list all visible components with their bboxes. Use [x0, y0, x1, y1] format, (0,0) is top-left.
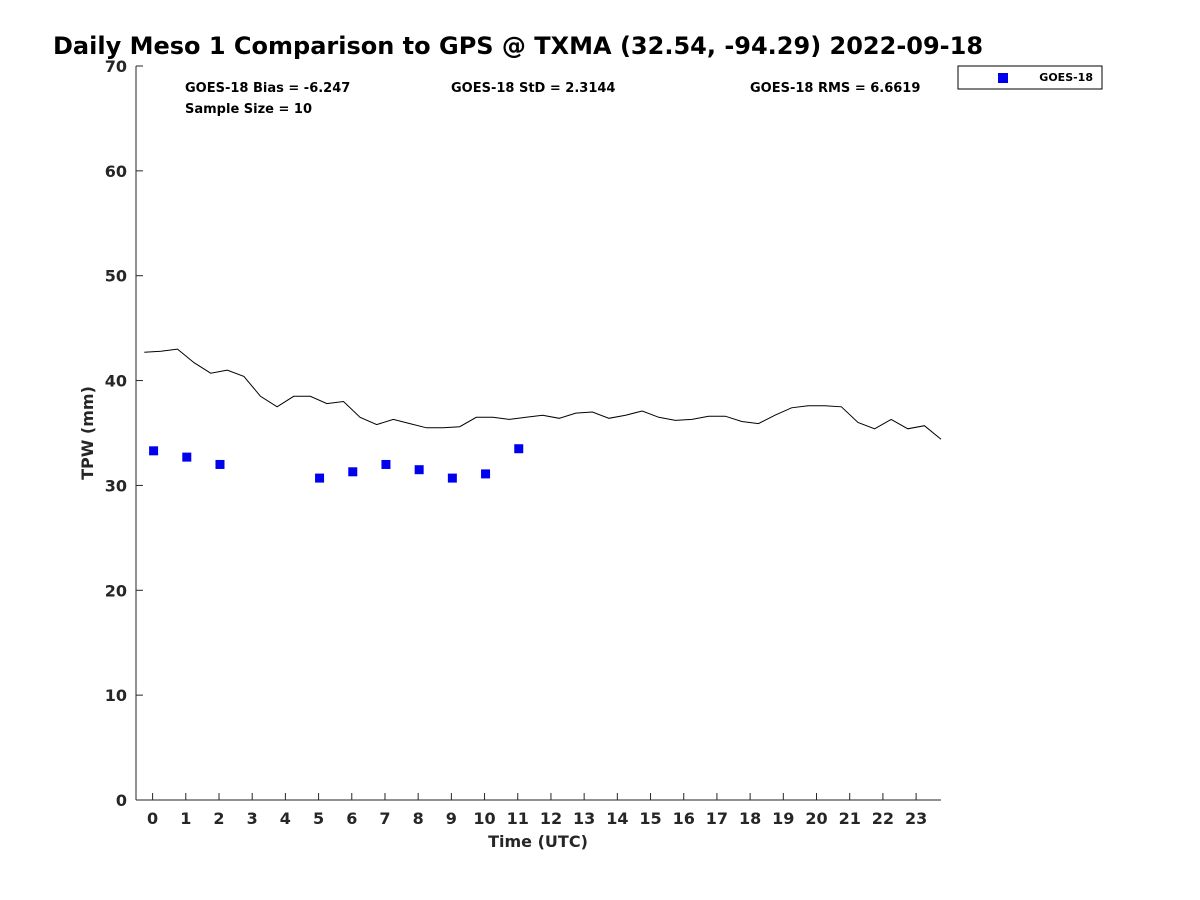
legend-box: [957, 65, 1103, 90]
goes-marker-layer: [149, 444, 524, 483]
x-tick-label: 3: [247, 809, 258, 828]
x-tick-label: 9: [446, 809, 457, 828]
goes-18-point: [315, 473, 325, 483]
legend-label-goes-18: GOES-18: [1039, 71, 1093, 84]
legend-marker-goes-18: [998, 73, 1008, 83]
x-axis-label: Time (UTC): [488, 832, 588, 851]
goes-18-point: [481, 469, 491, 479]
x-tick-label: 1: [180, 809, 191, 828]
y-tick-label: 60: [105, 162, 127, 181]
rms-stat: GOES-18 RMS = 6.6619: [750, 81, 920, 96]
x-tick-label: 21: [839, 809, 861, 828]
y-tick-label: 50: [105, 267, 127, 286]
y-tick-label: 0: [116, 791, 127, 810]
chart-title: Daily Meso 1 Comparison to GPS @ TXMA (3…: [53, 32, 983, 60]
x-tick-label: 2: [213, 809, 224, 828]
goes-18-point: [348, 467, 358, 477]
x-tick-label: 10: [473, 809, 495, 828]
goes-18-point: [182, 452, 192, 462]
y-tick-label: 70: [105, 57, 127, 76]
goes-18-point: [215, 459, 225, 469]
x-tick-label: 16: [673, 809, 695, 828]
x-tick-label: 13: [573, 809, 595, 828]
goes-18-point: [381, 459, 391, 469]
x-tick-label: 17: [706, 809, 728, 828]
y-tick-label: 10: [105, 686, 127, 705]
x-tick-label: 20: [805, 809, 827, 828]
gps-line-layer: [144, 348, 942, 440]
x-tick-label: 5: [313, 809, 324, 828]
y-tick-label: 20: [105, 581, 127, 600]
bias-stat: GOES-18 Bias = -6.247: [185, 81, 350, 96]
x-tick-label: 14: [606, 809, 628, 828]
y-axis-label: TPW (mm): [78, 386, 97, 480]
x-tick-label: 6: [346, 809, 357, 828]
std-stat: GOES-18 StD = 2.3144: [451, 81, 615, 96]
goes-18-point: [447, 473, 457, 483]
gps-line: [144, 348, 942, 440]
x-tick-label: 12: [540, 809, 562, 828]
x-tick-label: 23: [905, 809, 927, 828]
x-tick-label: 4: [280, 809, 291, 828]
goes-18-point: [414, 465, 424, 475]
goes-18-point: [514, 444, 524, 454]
x-tick-label: 11: [507, 809, 529, 828]
x-tick-label: 7: [379, 809, 390, 828]
x-tick-label: 15: [639, 809, 661, 828]
x-tick-label: 18: [739, 809, 761, 828]
y-tick-label: 40: [105, 372, 127, 391]
legend: GOES-18: [957, 65, 1103, 90]
x-tick-label: 22: [872, 809, 894, 828]
goes-18-point: [149, 446, 159, 456]
x-tick-label: 8: [413, 809, 424, 828]
sample-size-stat: Sample Size = 10: [185, 102, 312, 117]
x-tick-label: 0: [147, 809, 158, 828]
y-tick-label: 30: [105, 476, 127, 495]
x-tick-label: 19: [772, 809, 794, 828]
